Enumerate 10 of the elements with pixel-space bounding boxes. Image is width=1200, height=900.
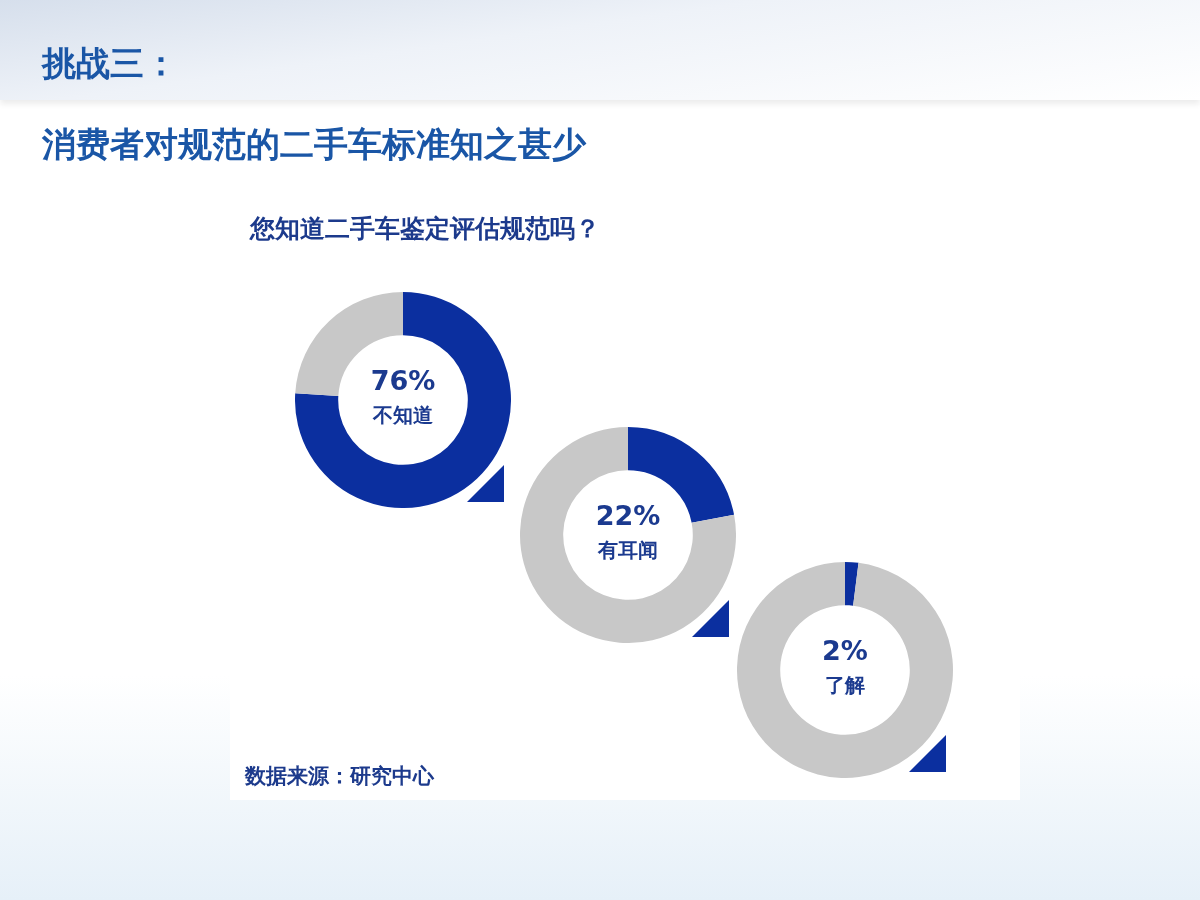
source-note: 数据来源：研究中心 [245,764,434,789]
text: 消费者对规范的二手车标准知之甚少 [42,124,586,165]
chart-title: 您知道二手车鉴定评估规范吗？ [250,214,600,244]
data-label: 2% [822,635,868,667]
data-label: 76% [370,365,436,397]
text: 挑战三： [42,43,178,84]
slice-label: 了解 [825,673,865,698]
slice-label: 有耳闻 [597,538,658,563]
slice-label: 不知道 [372,403,433,428]
data-label: 22% [595,500,661,532]
